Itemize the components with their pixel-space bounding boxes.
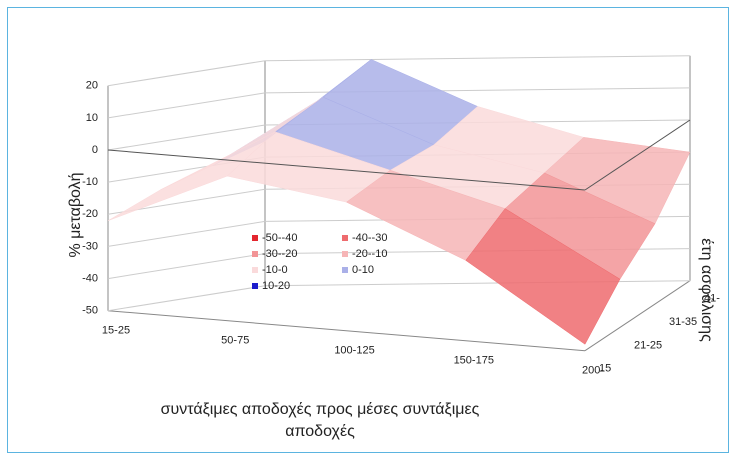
z-tick-label: -50 [82,305,98,317]
grid-line [107,92,266,119]
grid-line [264,55,691,62]
x-tick-label: 15-25 [102,325,130,337]
z-tick-label: 10 [86,112,98,124]
y-tick-label: 15 [599,363,611,375]
axis-line [107,310,586,352]
y-axis-label: έτη ασφάλισης [698,238,715,342]
x-axis-label: συντάξιμες αποδοχές προς μέσες συντάξιμε… [161,401,480,418]
legend-label: -30--20 [262,248,297,260]
legend-swatch [252,251,258,257]
z-tick-label: -10 [82,176,98,188]
legend-label: -50--40 [262,232,297,244]
z-axis-label: % μεταβολή [67,172,84,257]
grid-line [107,124,266,151]
x-tick-label: 150-175 [454,355,494,367]
legend-swatch [342,251,348,257]
grid-line [264,280,691,287]
z-tick-label: 0 [92,144,98,156]
zero-line [107,149,586,191]
legend-swatch [252,267,258,273]
frame [7,7,729,453]
x-axis-label: αποδοχές [285,423,355,440]
legend-label: 10-20 [262,280,290,292]
legend-swatch [342,267,348,273]
grid-line [107,253,266,280]
z-tick-label: -20 [82,208,98,220]
legend-swatch [252,235,258,241]
z-tick-label: -30 [82,240,98,252]
x-tick-label: 100-125 [334,345,374,357]
x-tick-label: 200- [582,365,604,377]
axis-line [584,280,691,352]
surface-cell [465,208,621,345]
zero-line [584,119,691,191]
y-tick-label: 31-35 [669,316,697,328]
legend-swatch [252,283,258,289]
y-tick-label: 41- [704,293,720,305]
grid-line [107,220,266,247]
legend-label: -40--30 [352,232,387,244]
legend-label: -10-0 [262,264,288,276]
z-tick-label: -40 [82,272,98,284]
grid-line [107,60,266,87]
legend-swatch [342,235,348,241]
y-tick-label: 21-25 [634,339,662,351]
grid-line [107,285,266,312]
legend-label: 0-10 [352,264,374,276]
legend-label: -20--10 [352,248,387,260]
z-tick-label: 20 [86,80,98,92]
x-tick-label: 50-75 [221,335,249,347]
